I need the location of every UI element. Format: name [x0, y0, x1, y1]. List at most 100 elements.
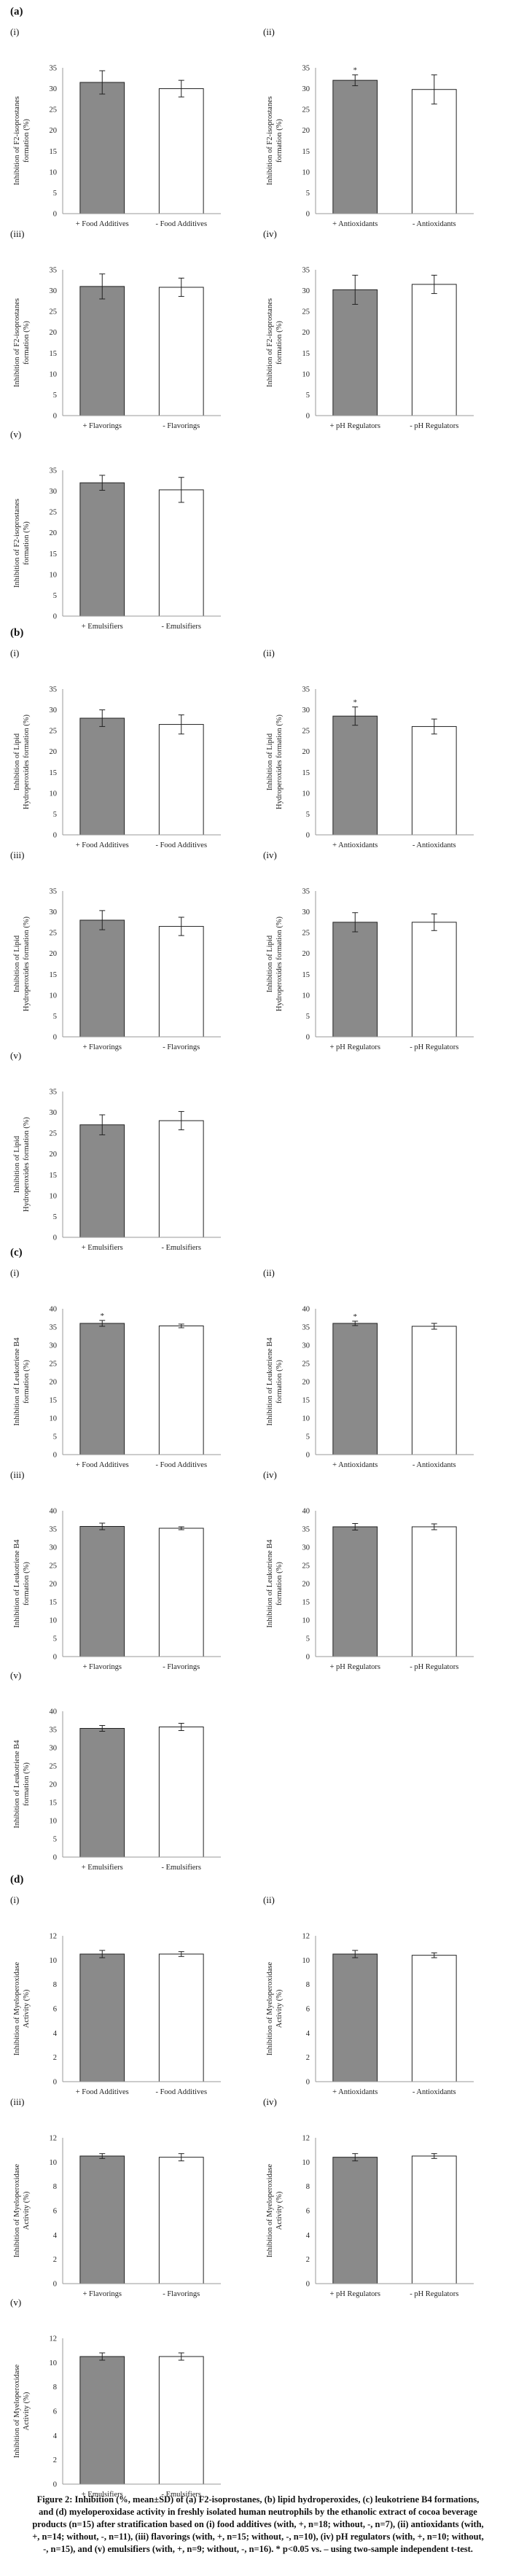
bar-with: [332, 1323, 378, 1455]
y-tick-label: 15: [302, 971, 310, 979]
y-tick-label: 5: [53, 1836, 57, 1844]
y-tick-label: 25: [302, 930, 310, 938]
y-tick-label: 5: [53, 1433, 57, 1441]
y-tick-label: 0: [53, 2079, 57, 2087]
bar-chart-svg: Inhibition of F2-isoprostanes formation (…: [266, 65, 474, 228]
y-tick-label: 10: [50, 168, 58, 176]
bar-chart-svg: Inhibition of Leukotriene B4 formation (%…: [13, 1508, 221, 1671]
y-axis-label: Activity (%): [23, 1989, 31, 2028]
y-tick-label: 30: [50, 287, 58, 295]
y-tick-label: 5: [53, 190, 57, 198]
bar-with: [79, 1526, 125, 1657]
chart-c-v: Inhibition of Leukotriene B4 formation (%…: [6, 1684, 224, 1903]
y-tick-label: 5: [53, 1635, 57, 1643]
y-tick-label: 15: [50, 971, 58, 979]
y-tick-label: 35: [302, 267, 310, 275]
x-category-label: - pH Regulators: [410, 422, 458, 430]
y-axis-label: formation (%): [23, 321, 31, 365]
chart-b-ii: Inhibition of Lipid Hydroperoxides format…: [259, 662, 477, 881]
x-category-label: - Antioxidants: [413, 1461, 456, 1469]
y-tick-label: 20: [50, 1379, 58, 1387]
bar-without: [411, 922, 457, 1038]
chart-c-iii: Inhibition of Leukotriene B4 formation (%…: [6, 1484, 224, 1703]
figure-caption: Figure 2: Inhibition (%, mean±SD) of (a)…: [32, 2494, 484, 2554]
y-tick-label: 0: [306, 1654, 310, 1662]
y-tick-label: 20: [50, 748, 58, 756]
y-tick-label: 10: [50, 2159, 58, 2167]
error-bar: [99, 475, 106, 491]
y-tick-label: 30: [50, 1745, 58, 1753]
y-tick-label: 25: [302, 1361, 310, 1369]
section-label-d: (d): [10, 1874, 24, 1886]
x-category-label: - pH Regulators: [410, 1043, 458, 1051]
y-tick-label: 15: [50, 148, 58, 156]
y-axis-label: Inhibition of Myeloperoxidase: [13, 2164, 21, 2258]
bar-without: [158, 1120, 204, 1238]
y-tick-label: 10: [50, 1957, 58, 1965]
chart-d-iii: Inhibition of Myeloperoxidase Activity (%…: [6, 2111, 224, 2330]
x-category-label: + Flavorings: [83, 2290, 122, 2298]
chart-d-i: Inhibition of Myeloperoxidase Activity (%…: [6, 1909, 224, 2128]
error-bar: [178, 79, 184, 98]
bar-chart-svg: Inhibition of F2-isoprostanes formation (…: [13, 65, 221, 228]
y-tick-label: 35: [50, 1526, 58, 1534]
panel-label-c-i: (i): [10, 1267, 20, 1278]
y-axis-label: formation (%): [275, 1360, 284, 1404]
y-tick-label: 25: [302, 1563, 310, 1571]
significance-marker: *: [353, 66, 358, 75]
bar-chart-svg: Inhibition of Myeloperoxidase Activity (%…: [13, 2135, 221, 2298]
y-tick-label: 35: [50, 1727, 58, 1735]
bar-chart-svg: Inhibition of Myeloperoxidase Activity (%…: [266, 2135, 474, 2298]
error-bar: [431, 274, 437, 295]
y-tick-label: 2: [306, 2054, 310, 2062]
error-bar: [178, 1323, 184, 1328]
y-tick-label: 15: [50, 769, 58, 777]
bar-without: [411, 284, 457, 416]
y-axis-label: Inhibition of F2-isoprostanes: [266, 298, 274, 387]
y-tick-label: 6: [53, 2006, 57, 2014]
bar-without: [411, 1526, 457, 1657]
y-tick-label: 4: [306, 2232, 310, 2240]
y-tick-label: 12: [50, 2335, 58, 2343]
y-tick-label: 0: [306, 1034, 310, 1042]
panel-label-d-i: (i): [10, 1894, 20, 1905]
x-category-label: + Food Additives: [76, 2088, 129, 2096]
x-category-label: + pH Regulators: [330, 2290, 381, 2298]
x-category-label: + Food Additives: [76, 1461, 129, 1469]
bar-chart-svg: Inhibition of Lipid Hydroperoxides format…: [13, 686, 221, 849]
y-tick-label: 25: [50, 728, 58, 736]
y-axis-label: Inhibition of Myeloperoxidase: [13, 2365, 21, 2459]
y-axis-label: Inhibition of F2-isoprostanes: [13, 298, 21, 387]
bar-without: [158, 926, 204, 1038]
error-bar: [178, 477, 184, 503]
y-tick-label: 0: [53, 2481, 57, 2489]
error-bar: [99, 1114, 106, 1135]
y-tick-label: 10: [302, 1415, 310, 1423]
y-tick-label: 15: [50, 1599, 58, 1607]
x-category-label: + Food Additives: [76, 841, 129, 849]
error-bar: [99, 1950, 106, 1958]
panel-label-c-iv: (iv): [263, 1469, 277, 1480]
section-label-a: (a): [10, 6, 23, 17]
y-tick-label: 35: [302, 1526, 310, 1534]
error-bar: [99, 2153, 106, 2159]
x-category-label: - Emulsifiers: [161, 1864, 201, 1872]
y-tick-label: 35: [50, 888, 58, 896]
y-tick-label: 2: [53, 2456, 57, 2464]
error-bar: [178, 917, 184, 936]
x-category-label: + Antioxidants: [332, 2088, 378, 2096]
y-tick-label: 25: [302, 728, 310, 736]
bar-without: [158, 1326, 204, 1455]
bar-chart-svg: Inhibition of F2-isoprostanes formation (…: [13, 467, 221, 631]
y-tick-label: 0: [53, 1234, 57, 1242]
y-axis-label: Activity (%): [275, 1989, 284, 2028]
y-tick-label: 30: [50, 85, 58, 93]
y-tick-label: 15: [50, 1799, 58, 1808]
y-tick-label: 35: [302, 888, 310, 896]
x-category-label: + pH Regulators: [330, 1663, 381, 1671]
error-bar: [431, 1323, 437, 1330]
y-tick-label: 25: [50, 308, 58, 316]
y-tick-label: 10: [302, 1617, 310, 1625]
chart-a-ii: Inhibition of F2-isoprostanes formation (…: [259, 41, 477, 260]
error-bar: [99, 910, 106, 930]
